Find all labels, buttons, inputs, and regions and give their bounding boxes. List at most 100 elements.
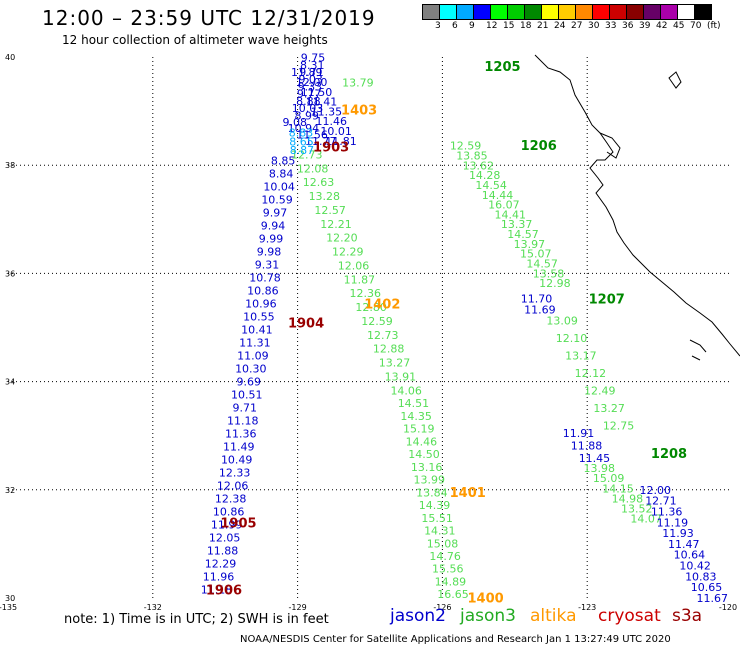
- wave-height-value: 12.73: [291, 148, 323, 161]
- wave-height-value: 8.87: [290, 144, 315, 157]
- wave-height-value: 8.85: [271, 154, 296, 167]
- wave-height-value: 11.41: [306, 96, 338, 109]
- wave-height-value: 14.07: [630, 512, 662, 525]
- legend-label: 70: [690, 21, 702, 31]
- wave-height-value: 14.76: [429, 550, 461, 563]
- lon-tick-label: -129: [289, 603, 307, 612]
- wave-height-value: 9.08: [282, 116, 307, 129]
- wave-height-value: 11.35: [311, 105, 343, 118]
- wave-height-value: 12.00: [296, 76, 328, 89]
- wave-height-value: 14.35: [400, 410, 432, 423]
- wave-height-value: 9.75: [301, 52, 326, 65]
- lat-tick-label: 36: [5, 269, 15, 278]
- wave-height-value: 12.00: [640, 484, 672, 497]
- wave-height-value: 10.96: [245, 297, 277, 310]
- wave-height-value: 9.99: [259, 232, 284, 245]
- wave-height-value: 15.56: [432, 563, 464, 576]
- wave-height-value: 13.79: [342, 76, 374, 89]
- wave-height-value: 13.37: [501, 218, 533, 231]
- page-subtitle: 12 hour collection of altimeter wave hei…: [62, 33, 328, 47]
- wave-height-value: 16.07: [488, 199, 520, 212]
- satellite-jason3: jason3: [460, 606, 516, 626]
- wave-height-value: 11.91: [563, 427, 595, 440]
- wave-height-value: 11.77: [305, 135, 337, 148]
- wave-height-value: 10.78: [249, 271, 281, 284]
- legend-label: 6: [452, 21, 458, 31]
- wave-height-value: 11.56: [296, 129, 328, 142]
- wave-height-value: 9.98: [257, 245, 282, 258]
- wave-height-value: 12.88: [373, 343, 405, 356]
- pass-time-label: 1400: [467, 591, 503, 606]
- lon-tick-label: -120: [719, 603, 737, 612]
- wave-height-value: 14.54: [475, 179, 507, 192]
- altimeter-tracks: 11.8912.0011.5011.4111.3511.4610.0111.81…: [201, 52, 728, 605]
- wave-height-value: 11.70: [521, 292, 553, 305]
- wave-height-value: 11.19: [657, 516, 689, 529]
- wave-height-value: 14.57: [507, 228, 539, 241]
- wave-height-value: 13.09: [546, 314, 578, 327]
- pass-time-label: 1403: [341, 103, 377, 118]
- wave-height-value: 10.03: [292, 102, 324, 115]
- note-text: note: 1) Time is in UTC; 2) SWH is in fe…: [64, 612, 329, 627]
- pass-time-label: 1207: [589, 292, 625, 307]
- lon-tick-label: -123: [578, 603, 596, 612]
- legend-label: 3: [435, 21, 441, 31]
- coastline: [534, 54, 740, 357]
- wave-height-value: 12.33: [219, 466, 251, 479]
- satellite-cryosat: cryosat: [598, 606, 661, 626]
- wave-height-value: 10.55: [243, 310, 275, 323]
- wave-height-value: 10.83: [685, 570, 717, 583]
- wave-height-value: 14.06: [390, 384, 422, 397]
- wave-height-value: 11.88: [207, 544, 239, 557]
- wave-height-value: 12.73: [367, 329, 399, 342]
- legend-label: 27: [571, 21, 583, 31]
- wave-height-value: 12.49: [584, 384, 616, 397]
- wave-height-value: 14.50: [408, 448, 440, 461]
- wave-height-value: 11.36: [651, 505, 683, 518]
- wave-height-value: 11.46: [315, 115, 347, 128]
- wave-height-value: 10.65: [691, 581, 723, 594]
- wave-height-value: 13.27: [593, 402, 625, 415]
- pass-time-label: 1402: [364, 298, 400, 313]
- pass-time-label: 1208: [651, 447, 687, 462]
- wave-height-value: 9.77: [297, 88, 322, 101]
- lat-tick-label: 38: [5, 161, 15, 170]
- wave-height-value: 8.84: [269, 167, 294, 180]
- color-legend-labels: 3 6 9 12 15 18 21 24 27 30 33 36 39 42 45 70 (ft): [422, 21, 740, 33]
- legend-label: 21: [537, 21, 549, 31]
- wave-height-value: 13.62: [463, 159, 495, 172]
- lon-tick-label: -132: [144, 603, 162, 612]
- wave-height-value: 8.65: [289, 135, 314, 148]
- wave-height-value: 9.31: [255, 258, 280, 271]
- wave-height-value: 11.18: [201, 583, 233, 596]
- wave-height-value: 8.99: [295, 109, 320, 122]
- wave-height-value: 12.29: [205, 557, 237, 570]
- wave-height-value: 14.39: [419, 499, 451, 512]
- legend-label: 9: [469, 21, 475, 31]
- wave-height-value: 11.93: [662, 527, 694, 540]
- wave-height-value: 10.86: [247, 284, 279, 297]
- lat-tick-label: 30: [5, 594, 15, 603]
- wave-height-value: 8.88: [296, 95, 321, 108]
- wave-height-value: 12.98: [539, 277, 571, 290]
- pass-time-label: 1206: [521, 139, 557, 154]
- wave-height-value: 15.51: [421, 512, 453, 525]
- wave-height-value: 8.83: [289, 127, 314, 140]
- pass-time-label: 1401: [450, 486, 486, 501]
- legend-label: 12: [486, 21, 498, 31]
- wave-height-value: 9.97: [263, 206, 288, 219]
- legend-label: 24: [554, 21, 566, 31]
- credit-line: NOAA/NESDIS Center for Satellite Applica…: [240, 634, 671, 645]
- coastline-inlet: [599, 132, 621, 159]
- wave-height-value: 11.69: [524, 304, 556, 317]
- wave-height-value: 13.16: [411, 461, 443, 474]
- wave-height-value: 11.45: [579, 452, 611, 465]
- wave-height-value: 10.94: [288, 122, 320, 135]
- wave-height-value: 14.15: [602, 482, 634, 495]
- wave-height-value: 12.63: [303, 176, 335, 189]
- wave-height-value: 10.42: [679, 560, 711, 573]
- lat-tick-label: 34: [5, 378, 15, 387]
- wave-height-value: 13.91: [385, 370, 417, 383]
- wave-height-value: 10.41: [241, 323, 273, 336]
- wave-height-value: 13.27: [379, 357, 411, 370]
